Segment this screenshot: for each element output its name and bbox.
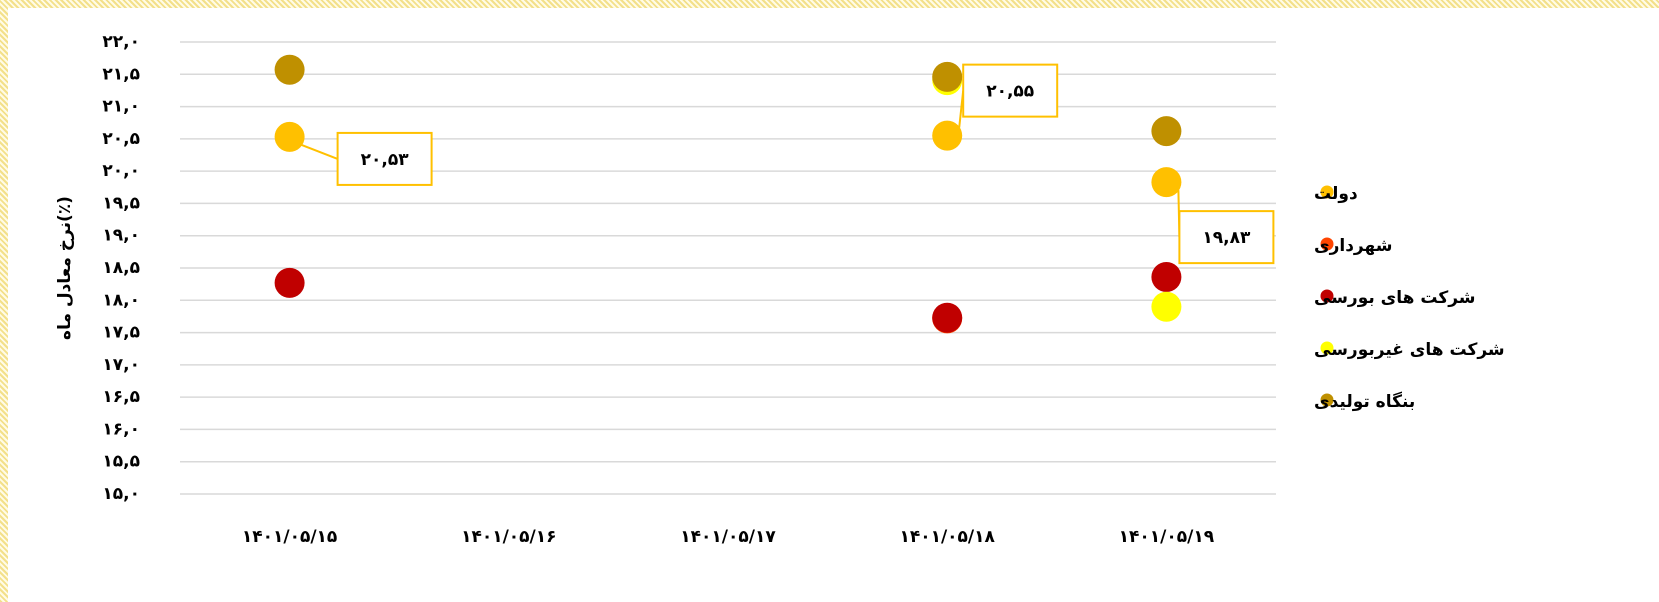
scatter-point <box>1151 116 1182 147</box>
scatter-point <box>274 267 305 298</box>
scatter-point <box>932 120 963 151</box>
legend-label: شرکت های غیربورسی <box>1314 340 1505 360</box>
data-label: ۱۹,۸۳ <box>1202 228 1251 248</box>
x-tick-label: ۱۴۰۱/۰۵/۱۷ <box>680 527 776 547</box>
scatter-point <box>932 302 963 333</box>
y-tick-label: ۱۹,۰ <box>102 226 140 246</box>
y-tick-label: ۱۸,۰ <box>102 290 140 310</box>
label-leader <box>301 143 338 160</box>
y-tick-label: ۲۱,۰ <box>102 97 140 117</box>
legend-label: بنگاه تولیدی <box>1314 391 1415 412</box>
y-tick-label: ۲۲,۰ <box>102 32 140 52</box>
x-tick-label: ۱۴۰۱/۰۵/۱۵ <box>242 527 337 547</box>
legend-marker <box>1320 237 1334 251</box>
scatter-point <box>1151 262 1182 293</box>
x-tick-label: ۱۴۰۱/۰۵/۱۶ <box>461 527 556 547</box>
y-tick-label: ۲۰,۰ <box>102 161 140 181</box>
y-tick-label: ۱۵,۰ <box>102 484 140 504</box>
label-box <box>336 131 433 186</box>
legend-marker <box>1320 393 1334 407</box>
y-tick-label: ۱۹,۵ <box>102 193 140 213</box>
data-label: ۲۰,۵۵ <box>986 82 1034 102</box>
scatter-point <box>932 61 963 92</box>
scatter-point <box>1151 291 1182 322</box>
legend-label: شرکت های بورسی <box>1314 288 1476 308</box>
legend-marker <box>1320 289 1334 303</box>
y-tick-label: ۱۸,۵ <box>102 258 140 278</box>
scatter-point <box>274 54 305 85</box>
legend-marker <box>1320 185 1334 199</box>
x-tick-label: ۱۴۰۱/۰۵/۱۸ <box>899 527 995 547</box>
legend-label: شهرداری <box>1314 236 1392 256</box>
data-label: ۲۰,۵۳ <box>361 150 410 170</box>
legend-marker <box>1320 341 1334 355</box>
y-tick-label: ۱۵,۵ <box>102 452 140 472</box>
scatter-point <box>274 121 305 152</box>
x-tick-label: ۱۴۰۱/۰۵/۱۹ <box>1119 527 1215 547</box>
label-box <box>1178 210 1275 265</box>
legend-label: دولت <box>1314 184 1358 204</box>
y-tick-label: ۱۷,۵ <box>102 323 140 343</box>
y-axis-title: نرخ معادل ماه(٪) <box>55 196 75 340</box>
scatter-point <box>1151 167 1182 198</box>
y-tick-label: ۱۷,۰ <box>102 355 140 375</box>
y-tick-label: ۲۰,۵ <box>102 129 140 149</box>
y-tick-label: ۱۶,۵ <box>102 387 140 407</box>
y-tick-label: ۱۶,۰ <box>102 419 140 439</box>
y-tick-label: ۲۱,۵ <box>102 64 140 84</box>
label-box <box>962 63 1059 118</box>
